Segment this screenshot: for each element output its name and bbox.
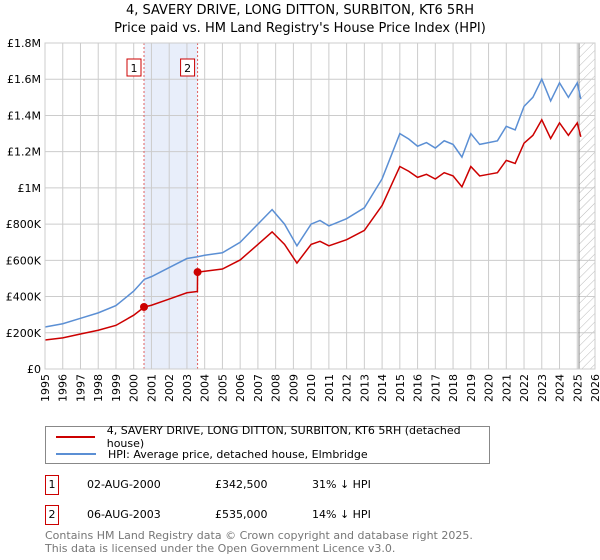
x-tick-label: 2002: [163, 374, 176, 402]
x-tick-label: 2019: [465, 374, 478, 402]
x-tick-label: 2024: [554, 374, 567, 402]
x-tick-label: 2010: [305, 374, 318, 402]
y-tick-label: £200K: [6, 327, 42, 340]
x-tick-label: 2009: [287, 374, 300, 402]
transaction-badge: 1: [45, 475, 59, 495]
x-tick-label: 2000: [128, 374, 141, 402]
x-tick-label: 1995: [39, 374, 52, 402]
sale-period-shade: [144, 43, 198, 369]
sale-point: [193, 268, 202, 277]
x-tick-label: 2012: [341, 374, 354, 402]
y-tick-label: £1.8M: [7, 37, 41, 50]
x-tick-label: 1997: [74, 374, 87, 402]
y-tick-label: £400K: [6, 291, 42, 304]
y-tick-label: £600K: [6, 254, 42, 267]
legend-label: 4, SAVERY DRIVE, LONG DITTON, SURBITON, …: [106, 424, 461, 450]
transaction-hpi: 31% ↓ HPI: [312, 478, 371, 491]
transaction-badge: 2: [45, 505, 59, 525]
x-tick-label: 2025: [571, 374, 584, 402]
hpi-line: [44, 77, 582, 328]
legend: 4, SAVERY DRIVE, LONG DITTON, SURBITON, …: [45, 424, 490, 464]
y-tick-label: £0: [27, 363, 41, 376]
x-tick-label: 2020: [483, 374, 496, 402]
sale-point: [140, 302, 148, 311]
x-tick-label: 2013: [358, 374, 371, 402]
legend-label: HPI: Average price, detached house, Elmb…: [108, 447, 368, 461]
forecast-hatch: [579, 43, 595, 369]
plot-background: [45, 43, 595, 369]
y-tick-label: £1.6M: [7, 73, 41, 86]
x-tick-label: 2006: [234, 374, 247, 402]
x-tick-label: 2017: [429, 374, 442, 402]
y-tick-label: £1.2M: [7, 146, 41, 159]
x-tick-label: 2003: [181, 374, 194, 402]
y-tick-label: £800K: [6, 218, 42, 231]
x-tick-label: 2007: [252, 374, 265, 402]
x-tick-label: 2026: [589, 374, 600, 402]
x-tick-label: 2015: [394, 374, 407, 402]
sale-badge-label: 1: [131, 62, 138, 75]
plot-border: [44, 42, 596, 370]
transaction-hpi: 14% ↓ HPI: [312, 508, 371, 521]
transaction-date: 02-AUG-2000: [87, 478, 161, 491]
x-tick-label: 2008: [270, 374, 283, 402]
x-tick-label: 1996: [57, 374, 70, 402]
transaction-price: £342,500: [215, 478, 268, 491]
transaction-row: 1 02-AUG-2000 £342,500 31% ↓ HPI: [45, 475, 445, 495]
x-tick-label: 2022: [518, 374, 531, 402]
transaction-date: 06-AUG-2003: [87, 508, 161, 521]
x-tick-label: 2021: [500, 374, 513, 402]
x-tick-label: 2001: [145, 374, 158, 402]
plot-area: 1995 1996 1997 1998 1999 2000 2001 2002 2003 2004…: [6, 37, 600, 402]
x-tick-label: 2014: [376, 374, 389, 402]
sale-badge: [180, 58, 196, 77]
chart-title: 4, SAVERY DRIVE, LONG DITTON, SURBITON, …: [125, 3, 475, 18]
sale-badge: [126, 58, 142, 77]
footer-licence: This data is licensed under the Open Gov…: [45, 542, 396, 555]
transaction-row: 2 06-AUG-2003 £535,000 14% ↓ HPI: [45, 505, 445, 525]
x-tick-label: 1999: [110, 374, 123, 402]
x-tick-label: 2004: [199, 374, 212, 402]
footer-copyright: Contains HM Land Registry data © Crown c…: [45, 529, 473, 542]
legend-item-property: 4, SAVERY DRIVE, LONG DITTON, SURBITON, …: [56, 424, 489, 450]
x-tick-label: 2016: [412, 374, 425, 402]
x-tick-label: 2023: [536, 374, 549, 402]
sale-badge-label: 2: [184, 62, 191, 75]
footer: Contains HM Land Registry data © Crown c…: [45, 529, 473, 555]
x-tick-label: 2011: [323, 374, 336, 402]
y-tick-label: £1.4M: [7, 109, 41, 122]
transaction-price: £535,000: [215, 508, 268, 521]
legend-item-hpi: HPI: Average price, detached house, Elmb…: [56, 446, 368, 462]
x-tick-label: 1998: [92, 374, 105, 402]
y-tick-label: £1M: [18, 182, 42, 195]
x-tick-label: 2005: [216, 374, 229, 402]
x-tick-label: 2018: [447, 374, 460, 402]
property-price-line: [44, 118, 582, 341]
chart-subtitle: Price paid vs. HM Land Registry's House …: [114, 21, 486, 36]
